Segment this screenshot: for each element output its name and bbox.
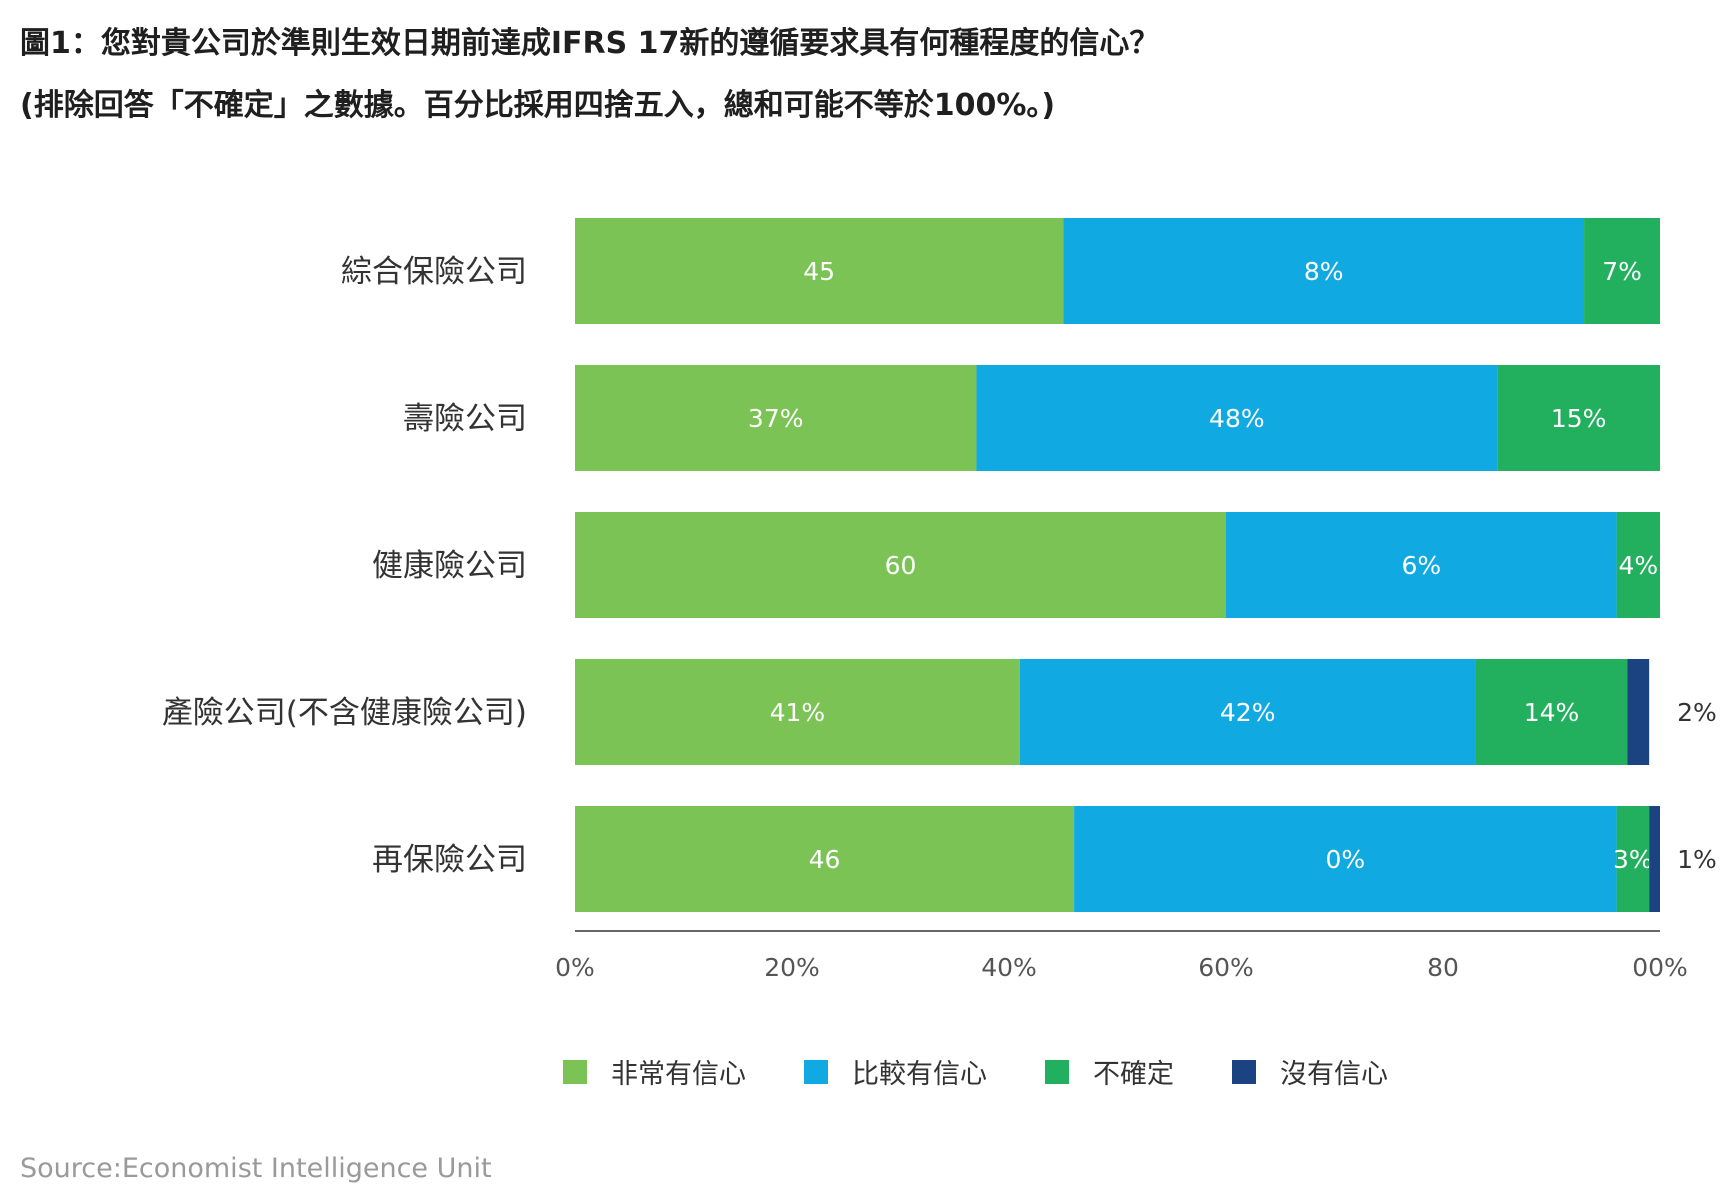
x-tick-label: 20% xyxy=(764,953,820,982)
legend-item: 沒有信心 xyxy=(1232,1052,1388,1091)
category-label: 壽險公司 xyxy=(403,401,527,437)
bar-segment xyxy=(1226,512,1617,618)
bar-segment xyxy=(575,365,977,471)
bar-segment xyxy=(1074,806,1617,912)
x-tick-label: 60% xyxy=(1198,953,1254,982)
data-label: 45 xyxy=(803,257,835,286)
chart-title: 圖1：您對貴公司於準則生效日期前達成IFRS 17新的遵循要求具有何種程度的信心… xyxy=(20,26,1160,61)
bar-segment xyxy=(575,659,1020,765)
data-label: 60 xyxy=(885,551,917,580)
data-label: 15% xyxy=(1551,404,1607,433)
data-label: 6% xyxy=(1401,551,1441,580)
legend-item: 不確定 xyxy=(1045,1052,1174,1091)
bar-segment xyxy=(1475,659,1628,765)
legend-swatch xyxy=(804,1059,828,1084)
x-tick-label: 00% xyxy=(1632,953,1688,982)
legend-swatch xyxy=(1232,1059,1256,1084)
data-label: 41% xyxy=(770,698,826,727)
bar-segment xyxy=(1649,806,1660,912)
bar-segment xyxy=(575,806,1075,912)
x-tick-label: 40% xyxy=(981,953,1037,982)
category-label: 健康險公司 xyxy=(372,548,527,584)
bar-segment xyxy=(1616,806,1650,912)
bar-segment xyxy=(976,365,1498,471)
legend-label: 不確定 xyxy=(1093,1059,1174,1090)
bar-segment xyxy=(1627,659,1650,765)
chart-legend: 非常有信心 比較有信心 不確定 沒有信心 xyxy=(563,1052,1446,1091)
data-label: 0% xyxy=(1326,845,1366,874)
category-label: 再保險公司 xyxy=(372,842,527,878)
x-tick-label: 80 xyxy=(1427,953,1459,982)
legend-label: 非常有信心 xyxy=(611,1059,746,1090)
legend-item: 非常有信心 xyxy=(563,1052,746,1091)
category-label: 綜合保險公司 xyxy=(341,254,527,290)
legend-item: 比較有信心 xyxy=(804,1052,987,1091)
bar-segment xyxy=(1063,218,1585,324)
category-label: 產險公司(不含健康險公司) xyxy=(162,695,527,731)
bar-segment xyxy=(1584,218,1660,324)
data-label: 1% xyxy=(1677,845,1717,874)
legend-label: 比較有信心 xyxy=(852,1059,987,1090)
x-tick-label: 0% xyxy=(555,953,595,982)
source-note: Source:Economist Intelligence Unit xyxy=(20,1153,492,1184)
data-label: 37% xyxy=(748,404,804,433)
legend-swatch xyxy=(563,1059,587,1084)
legend-label: 沒有信心 xyxy=(1280,1059,1388,1090)
bar-segment xyxy=(1019,659,1476,765)
bar-segment xyxy=(1497,365,1660,471)
data-label: 3% xyxy=(1613,845,1653,874)
data-label: 7% xyxy=(1602,257,1642,286)
stacked-bar-chart: 綜合保險公司 45 8% 7% 壽險公司 37% 48% 15% 健康險公司 60 6% 4% 產險公司… xyxy=(162,218,1717,982)
chart-subtitle: (排除回答「不確定」之數據。百分比採用四捨五入，總和可能不等於100%。) xyxy=(20,88,1056,123)
data-label: 2% xyxy=(1677,698,1717,727)
data-label: 46 xyxy=(809,845,841,874)
data-label: 48% xyxy=(1209,404,1265,433)
legend-swatch xyxy=(1045,1059,1069,1084)
data-label: 14% xyxy=(1524,698,1580,727)
bar-segment xyxy=(1616,512,1660,618)
data-label: 8% xyxy=(1304,257,1344,286)
bar-segment xyxy=(575,218,1064,324)
data-label: 42% xyxy=(1220,698,1276,727)
bar-segment xyxy=(575,512,1226,618)
data-label: 4% xyxy=(1618,551,1658,580)
